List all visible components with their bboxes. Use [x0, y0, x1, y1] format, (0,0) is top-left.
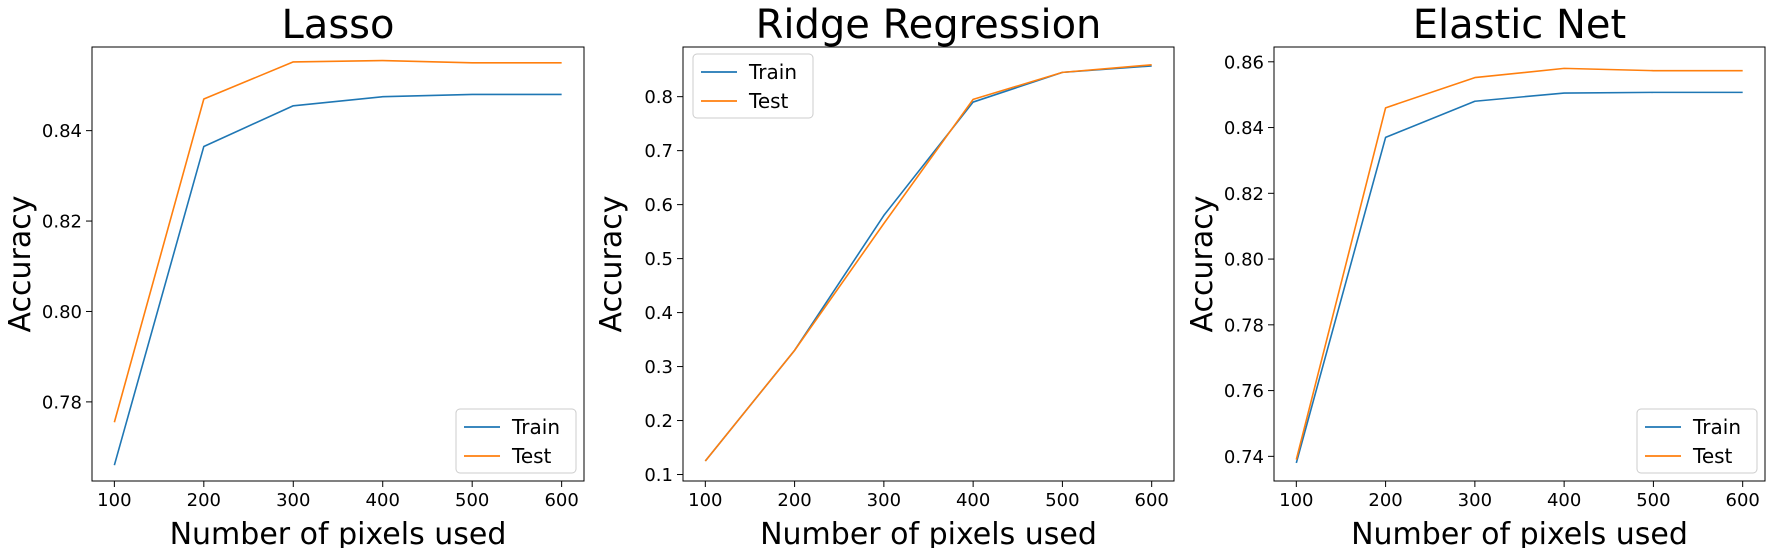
x-tick-label: 300 [276, 490, 310, 511]
series-line-test [1295, 67, 1743, 460]
chart-title: Elastic Net [1413, 2, 1626, 48]
y-tick-label: 0.76 [1224, 381, 1264, 402]
y-tick-label: 0.80 [42, 302, 82, 323]
chart-title: Ridge Regression [756, 2, 1102, 48]
y-tick-label: 0.82 [42, 212, 82, 233]
legend-box [1636, 408, 1758, 474]
x-tick-label: 500 [1045, 490, 1079, 511]
chart-title: Lasso [282, 2, 395, 48]
legend-label-test: Test [748, 89, 789, 113]
legend: Train Test [1636, 408, 1758, 474]
y-tick-label: 0.1 [644, 465, 673, 486]
x-tick-label: 500 [1636, 490, 1670, 511]
y-tick-label: 0.6 [644, 195, 673, 216]
legend-box [692, 53, 814, 119]
plot-frame [91, 46, 585, 482]
x-tick-label: 300 [1458, 490, 1492, 511]
y-tick-label: 0.80 [1224, 250, 1264, 271]
y-tick-label: 0.86 [1224, 52, 1264, 73]
ridge-regression-chart: Ridge Regression 100 200 300 400 500 600 0.1 0.2… [594, 2, 1175, 548]
y-tick-label: 0.7 [644, 141, 673, 162]
y-axis-label: Accuracy [594, 196, 629, 333]
elastic-net-chart: Elastic Net 100 200 300 400 500 600 0.74 0.76 0.7… [1185, 2, 1766, 548]
x-axis-label: Number of pixels used [1351, 517, 1688, 548]
y-tick-label: 0.4 [644, 303, 673, 324]
y-tick-label: 0.78 [1224, 315, 1264, 336]
x-tick-label: 400 [1547, 490, 1581, 511]
x-tick-label: 600 [1726, 490, 1760, 511]
y-tick-label: 0.5 [644, 249, 673, 270]
plot-frame [682, 46, 1175, 482]
y-tick-label: 0.84 [1224, 118, 1264, 139]
legend: Train Test [692, 53, 814, 119]
legend-label-train: Train [511, 415, 560, 439]
x-tick-label: 200 [777, 490, 811, 511]
y-tick-label: 0.2 [644, 411, 673, 432]
series-line-test [704, 64, 1152, 462]
x-tick-label: 300 [867, 490, 901, 511]
x-tick-label: 600 [544, 490, 578, 511]
y-tick-label: 0.84 [42, 121, 82, 142]
y-axis-label: Accuracy [1185, 196, 1220, 333]
x-tick-label: 600 [1135, 490, 1169, 511]
x-tick-label: 400 [956, 490, 990, 511]
legend-label-train: Train [1692, 415, 1741, 439]
x-axis-label: Number of pixels used [760, 517, 1097, 548]
x-tick-label: 200 [187, 490, 221, 511]
x-axis-label: Number of pixels used [170, 517, 507, 548]
legend-label-train: Train [748, 60, 797, 84]
legend-label-test: Test [511, 444, 552, 468]
x-tick-label: 200 [1368, 490, 1402, 511]
x-tick-label: 500 [455, 490, 489, 511]
y-tick-label: 0.74 [1224, 447, 1264, 468]
series-line-train [704, 65, 1152, 462]
series-line-train [113, 93, 562, 466]
y-tick-label: 0.78 [42, 392, 82, 413]
y-tick-label: 0.3 [644, 357, 673, 378]
legend-box [455, 408, 577, 474]
x-tick-label: 400 [366, 490, 400, 511]
legend: Train Test [455, 408, 577, 474]
x-tick-label: 100 [97, 490, 131, 511]
legend-label-test: Test [1692, 444, 1733, 468]
x-tick-label: 100 [688, 490, 722, 511]
plot-frame [1273, 46, 1766, 482]
x-tick-label: 100 [1279, 490, 1313, 511]
y-axis-label: Accuracy [3, 196, 38, 333]
series-line-test [113, 59, 562, 423]
series-line-train [1295, 91, 1743, 464]
y-tick-label: 0.8 [644, 87, 673, 108]
y-tick-label: 0.82 [1224, 184, 1264, 205]
lasso-chart: Lasso 100 200 300 400 500 600 0.78 0.80 0.82 0.84 N… [3, 2, 585, 548]
